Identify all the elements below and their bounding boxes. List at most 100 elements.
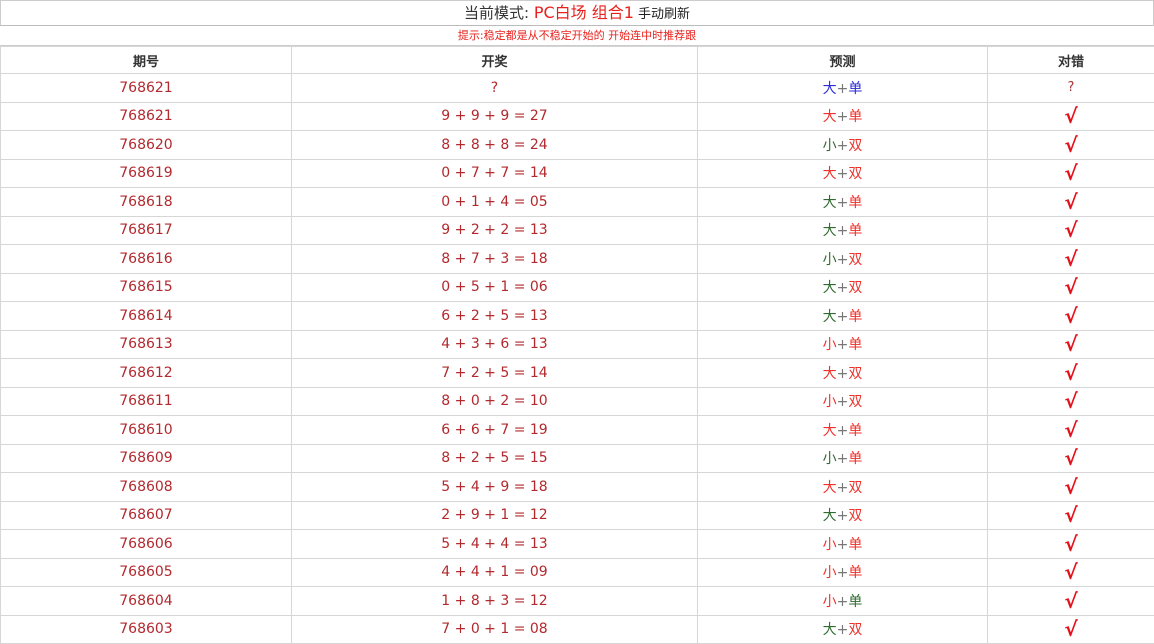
- table-row: 768611 8 + 0 + 2 = 10 小+双 √: [1, 387, 1154, 416]
- prediction-size: 小: [823, 537, 837, 553]
- column-header-result: 对错: [988, 47, 1154, 74]
- prediction-cell: 大+单: [698, 216, 988, 245]
- plus-sign: +: [837, 394, 849, 410]
- draw-cell: 9 + 9 + 9 = 27: [292, 102, 698, 131]
- table-row: 768607 2 + 9 + 1 = 12 大+双 √: [1, 501, 1154, 530]
- check-icon: √: [988, 558, 1154, 587]
- issue-cell: 768621: [1, 74, 292, 103]
- prediction-parity: 单: [848, 423, 862, 439]
- check-icon: √: [988, 444, 1154, 473]
- prediction-size: 大: [823, 109, 837, 125]
- plus-sign: +: [837, 223, 849, 239]
- draw-cell: 2 + 9 + 1 = 12: [292, 501, 698, 530]
- manual-refresh-button[interactable]: 手动刷新: [638, 7, 690, 22]
- draw-cell: 6 + 6 + 7 = 19: [292, 416, 698, 445]
- draw-cell: 7 + 2 + 5 = 14: [292, 359, 698, 388]
- table-row: 768612 7 + 2 + 5 = 14 大+双 √: [1, 359, 1154, 388]
- prediction-size: 大: [823, 195, 837, 211]
- check-icon: √: [988, 131, 1154, 160]
- draw-cell: 9 + 2 + 2 = 13: [292, 216, 698, 245]
- prediction-size: 小: [823, 252, 837, 268]
- prediction-size: 大: [823, 480, 837, 496]
- prediction-cell: 大+双: [698, 359, 988, 388]
- table-row: 768614 6 + 2 + 5 = 13 大+单 √: [1, 302, 1154, 331]
- plus-sign: +: [837, 81, 849, 97]
- draw-cell: 5 + 4 + 4 = 13: [292, 530, 698, 559]
- prediction-parity: 双: [848, 394, 862, 410]
- prediction-parity: 单: [848, 109, 862, 125]
- draw-cell: 1 + 8 + 3 = 12: [292, 587, 698, 616]
- prediction-size: 小: [823, 138, 837, 154]
- prediction-cell: 小+单: [698, 587, 988, 616]
- table-row: 768610 6 + 6 + 7 = 19 大+单 √: [1, 416, 1154, 445]
- plus-sign: +: [837, 166, 849, 182]
- results-table: 期号 开奖 预测 对错 768621 ? 大+单 ?768621 9 + 9 +…: [0, 46, 1154, 644]
- issue-cell: 768610: [1, 416, 292, 445]
- table-row: 768620 8 + 8 + 8 = 24 小+双 √: [1, 131, 1154, 160]
- prediction-size: 小: [823, 394, 837, 410]
- draw-cell: 6 + 2 + 5 = 13: [292, 302, 698, 331]
- table-row: 768615 0 + 5 + 1 = 06 大+双 √: [1, 273, 1154, 302]
- table-row: 768621 ? 大+单 ?: [1, 74, 1154, 103]
- plus-sign: +: [837, 252, 849, 268]
- draw-cell: 8 + 0 + 2 = 10: [292, 387, 698, 416]
- table-row: 768606 5 + 4 + 4 = 13 小+单 √: [1, 530, 1154, 559]
- issue-cell: 768607: [1, 501, 292, 530]
- issue-cell: 768615: [1, 273, 292, 302]
- plus-sign: +: [837, 622, 849, 638]
- issue-cell: 768608: [1, 473, 292, 502]
- draw-cell: 4 + 3 + 6 = 13: [292, 330, 698, 359]
- draw-cell: 0 + 7 + 7 = 14: [292, 159, 698, 188]
- issue-cell: 768609: [1, 444, 292, 473]
- prediction-size: 小: [823, 337, 837, 353]
- draw-cell: 8 + 8 + 8 = 24: [292, 131, 698, 160]
- issue-cell: 768621: [1, 102, 292, 131]
- result-cell: ?: [988, 74, 1154, 103]
- prediction-size: 大: [823, 309, 837, 325]
- check-icon: √: [988, 359, 1154, 388]
- check-icon: √: [988, 330, 1154, 359]
- draw-cell: 4 + 4 + 1 = 09: [292, 558, 698, 587]
- issue-cell: 768618: [1, 188, 292, 217]
- prediction-parity: 双: [848, 508, 862, 524]
- table-row: 768613 4 + 3 + 6 = 13 小+单 √: [1, 330, 1154, 359]
- prediction-cell: 大+双: [698, 615, 988, 644]
- prediction-parity: 单: [848, 565, 862, 581]
- column-header-issue: 期号: [1, 47, 292, 74]
- table-row: 768617 9 + 2 + 2 = 13 大+单 √: [1, 216, 1154, 245]
- notice-text: 提示:稳定都是从不稳定开始的 开始连中时推荐跟: [0, 26, 1154, 46]
- table-row: 768603 7 + 0 + 1 = 08 大+双 √: [1, 615, 1154, 644]
- prediction-cell: 小+双: [698, 245, 988, 274]
- prediction-parity: 双: [848, 138, 862, 154]
- draw-cell: 5 + 4 + 9 = 18: [292, 473, 698, 502]
- prediction-cell: 小+单: [698, 530, 988, 559]
- draw-cell: 8 + 2 + 5 = 15: [292, 444, 698, 473]
- prediction-parity: 双: [848, 622, 862, 638]
- prediction-cell: 大+单: [698, 416, 988, 445]
- prediction-cell: 大+单: [698, 302, 988, 331]
- prediction-parity: 单: [848, 223, 862, 239]
- table-row: 768616 8 + 7 + 3 = 18 小+双 √: [1, 245, 1154, 274]
- prediction-size: 大: [823, 622, 837, 638]
- check-icon: √: [988, 302, 1154, 331]
- plus-sign: +: [837, 565, 849, 581]
- prediction-cell: 小+双: [698, 131, 988, 160]
- prediction-parity: 双: [848, 366, 862, 382]
- plus-sign: +: [837, 309, 849, 325]
- check-icon: √: [988, 216, 1154, 245]
- table-row: 768621 9 + 9 + 9 = 27 大+单 √: [1, 102, 1154, 131]
- prediction-cell: 小+单: [698, 330, 988, 359]
- check-icon: √: [988, 159, 1154, 188]
- issue-cell: 768613: [1, 330, 292, 359]
- table-row: 768619 0 + 7 + 7 = 14 大+双 √: [1, 159, 1154, 188]
- prediction-parity: 双: [848, 166, 862, 182]
- plus-sign: +: [837, 480, 849, 496]
- column-header-draw: 开奖: [292, 47, 698, 74]
- prediction-cell: 小+单: [698, 558, 988, 587]
- prediction-cell: 大+双: [698, 159, 988, 188]
- prediction-parity: 单: [848, 594, 862, 610]
- check-icon: √: [988, 387, 1154, 416]
- table-row: 768604 1 + 8 + 3 = 12 小+单 √: [1, 587, 1154, 616]
- check-icon: √: [988, 273, 1154, 302]
- draw-cell: 7 + 0 + 1 = 08: [292, 615, 698, 644]
